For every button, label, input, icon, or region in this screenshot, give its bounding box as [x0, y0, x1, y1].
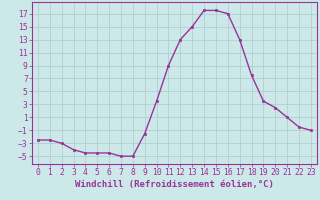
X-axis label: Windchill (Refroidissement éolien,°C): Windchill (Refroidissement éolien,°C): [75, 180, 274, 189]
